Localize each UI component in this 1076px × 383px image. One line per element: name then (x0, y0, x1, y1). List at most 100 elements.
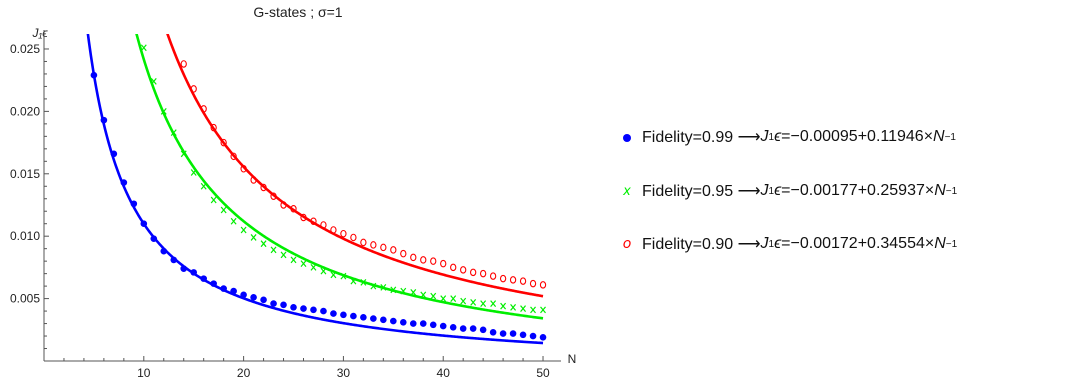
data-point-o (519, 277, 527, 285)
data-point-o (250, 176, 257, 184)
data-point-o (350, 233, 357, 242)
data-point-x (540, 306, 546, 314)
fit-curve-series-0 (86, 34, 544, 345)
data-point-dot (489, 328, 497, 336)
data-point-dot (210, 280, 217, 287)
data-point-x (430, 292, 437, 300)
data-point-x (340, 272, 347, 280)
data-point-x (260, 240, 267, 248)
legend-inverse-base: N (934, 235, 946, 252)
data-point-dot (180, 265, 188, 272)
legend-var-sub: 1 (768, 185, 775, 197)
x-tick-label: 20 (237, 366, 251, 380)
data-point-x (270, 246, 277, 254)
legend-var: J (760, 128, 769, 145)
x-tick-label: 10 (137, 366, 151, 380)
legend-epsilon: ϵ (774, 128, 782, 145)
legend-item-fidelity-099: Fidelity=0.99 ⟶ J 1 ϵ =−0.00095+0.11946× N −1 (612, 126, 956, 148)
data-point-dot (539, 333, 547, 341)
legend-marker-x: x (623, 183, 631, 199)
data-point-o (380, 243, 387, 252)
data-point-dot (260, 296, 267, 304)
data-point-x (190, 169, 197, 176)
data-point-o (430, 257, 437, 265)
legend-epsilon: ϵ (774, 182, 782, 199)
data-point-x (510, 303, 517, 311)
legend-inverse-exp: −1 (944, 131, 956, 143)
chart-title: G-states ; σ=1 (253, 4, 342, 20)
data-point-dot (529, 332, 537, 340)
data-point-o (220, 138, 227, 147)
axes: 10 20 30 40 50 0.005 0.010 0.015 0.020 0.025 (10, 30, 561, 380)
data-point-x (150, 78, 157, 85)
data-point-dot (230, 287, 237, 295)
legend-var-sub: 1 (768, 131, 775, 143)
data-point-x (370, 282, 377, 290)
data-point-x (180, 150, 187, 158)
legend-inverse-exp: −1 (945, 185, 958, 197)
data-point-o (290, 204, 297, 213)
data-point-o (539, 281, 547, 289)
data-point-x (400, 287, 407, 295)
legend-inverse-base: N (934, 182, 946, 199)
data-point-o (499, 274, 507, 283)
data-point-o (280, 201, 287, 209)
data-point-o (470, 268, 477, 277)
y-tick-label: 0.015 (10, 167, 40, 181)
data-point-x (220, 206, 227, 214)
data-point-o (240, 165, 247, 173)
legend-item-fidelity-095: x Fidelity=0.95 ⟶ J 1 ϵ =−0.00177+0.25937× N… (612, 180, 957, 202)
data-point-dot (350, 312, 357, 320)
data-point-dot (270, 300, 277, 307)
data-point-o (420, 256, 427, 264)
data-point-dot (399, 319, 407, 326)
x-tick-label: 50 (536, 366, 550, 380)
data-point-x (170, 129, 177, 136)
data-point-dot (449, 324, 457, 331)
data-point-dot (409, 320, 417, 327)
data-point-dot (340, 311, 347, 319)
data-point-dot (519, 331, 527, 339)
data-point-dot (220, 285, 227, 292)
legend-var-sub: 1 (768, 238, 775, 250)
y-tick-label: 0.020 (10, 104, 40, 118)
data-point-x (160, 107, 167, 115)
fit-curves (86, 34, 544, 345)
data-point-o (260, 183, 267, 192)
legend-label-fit: =−0.00095+0.11946× (781, 128, 934, 145)
x-tick-label: 30 (337, 366, 351, 380)
data-point-dot (300, 305, 307, 312)
data-point-dot (360, 314, 367, 321)
data-point-x (380, 283, 387, 291)
data-point-o (310, 217, 317, 225)
data-point-dot (240, 291, 247, 299)
data-point-x (530, 306, 537, 314)
x-tick-label: 40 (437, 366, 451, 380)
data-point-x (500, 302, 507, 310)
data-point-dot (499, 330, 507, 337)
data-point-o (479, 269, 487, 278)
data-point-x (310, 264, 317, 271)
data-points (90, 44, 547, 341)
data-point-dot (330, 310, 337, 317)
data-point-o (360, 238, 367, 247)
data-point-dot (370, 315, 377, 322)
legend-label-lhs: Fidelity=0.95 ⟶ (642, 183, 761, 200)
data-point-dot (439, 322, 447, 330)
legend-label-lhs: Fidelity=0.99 ⟶ (642, 129, 761, 146)
data-point-dot (140, 220, 148, 228)
data-point-dot (390, 317, 397, 325)
data-point-o (410, 253, 417, 262)
legend-inverse-base: N (933, 128, 945, 145)
data-point-dot (160, 247, 168, 255)
data-point-o (330, 226, 337, 234)
data-point-dot (90, 71, 98, 79)
data-point-x (350, 277, 357, 285)
data-point-x (480, 300, 487, 307)
legend-label-fit: =−0.00177+0.25937× (781, 182, 935, 199)
data-point-dot (130, 200, 138, 208)
data-point-o (300, 213, 307, 222)
legend-label-fit: =−0.00172+0.34554× (781, 235, 935, 252)
legend-epsilon: ϵ (774, 235, 782, 252)
